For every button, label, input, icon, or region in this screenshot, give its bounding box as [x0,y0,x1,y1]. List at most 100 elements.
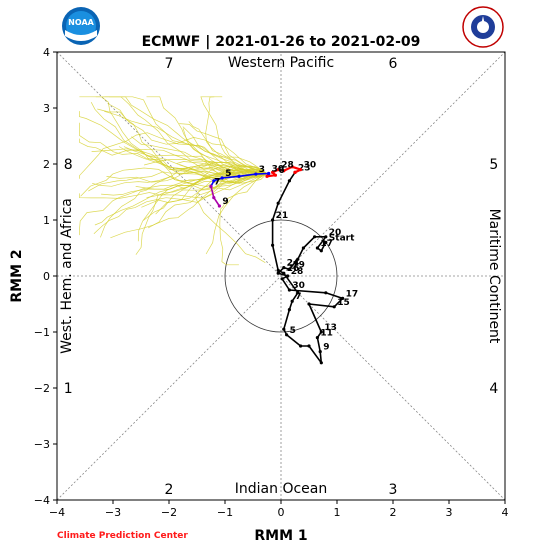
x-tick-label: 1 [334,506,341,519]
point-label: 5 [290,326,296,336]
point-label: 17 [320,239,333,249]
y-tick-label: 4 [43,46,50,59]
ensemble-member-line [79,170,268,236]
series-point [271,170,275,174]
x-tick-label: −4 [49,506,65,519]
series-point [254,172,258,176]
ensemble-member-line [104,96,268,176]
phase-label: 1 [64,381,73,397]
point-label: 5 [225,169,231,179]
series-point [296,257,300,261]
ensemble-member-line [79,169,268,199]
point-label: 23 [298,163,311,173]
region-label-bottom: Indian Ocean [235,481,327,497]
series-point [286,274,290,278]
y-tick-label: −1 [34,326,50,339]
series-point [307,302,311,306]
y-tick-label: 0 [43,270,50,283]
y-tick-label: −3 [34,438,50,451]
region-label-top: Western Pacific [228,55,334,71]
phase-label: 7 [165,56,174,72]
x-tick-label: −3 [105,506,121,519]
ensemble-member-line [100,172,268,238]
point-label: 30 [304,161,317,171]
point-label: 28 [291,267,304,277]
ensemble-member-line [195,169,268,264]
ensemble-member-line [205,173,268,255]
series-point [276,268,280,272]
ensemble-member-line [93,173,268,235]
series-point [307,344,311,348]
series-point [315,246,319,250]
series-point [319,361,323,365]
ensemble-member-line [131,136,268,174]
ensemble-member-line [109,96,268,174]
series-point [324,291,328,295]
series-point [287,288,291,292]
series-point [273,173,277,177]
series-point [301,246,305,250]
point-label: 6 [278,166,284,176]
series-point [282,266,286,270]
series-point [282,169,286,173]
y-tick-label: 2 [43,158,50,171]
point-label: 17 [346,289,359,299]
point-label: 7 [214,177,220,187]
series-point [209,184,213,188]
series-point [324,240,328,244]
svg-text:NOAA: NOAA [68,18,94,27]
series-point [282,271,286,275]
region-label-right: Maritime Continent [486,209,502,344]
series-point [276,201,280,205]
phase-label: 5 [489,157,498,173]
ensemble-member-line [179,163,268,180]
series-point [287,179,291,183]
unit-circle [224,219,338,333]
point-label: 30 [292,281,305,291]
series-point [287,308,291,312]
ensemble-member-line [141,170,268,208]
point-label: 7 [295,292,301,302]
series-point [318,350,322,354]
series-point [332,305,336,309]
ensemble-member-line [143,173,268,221]
y-tick-label: 3 [43,102,50,115]
series-point [285,333,289,337]
series-point [280,277,284,281]
series-point [276,168,280,172]
ensemble-member-line [179,123,268,174]
ensemble-member-line [118,146,268,176]
series-point [313,235,317,239]
point-label: 3 [259,165,265,175]
series-point [296,291,300,295]
point-label: 28 [281,161,294,171]
credit-text: Climate Prediction Center [57,531,188,541]
nws-logo [462,6,504,48]
series-point [324,235,328,239]
series-point [315,336,319,340]
series-point [290,165,294,169]
point-label: 15 [337,298,350,308]
x-tick-label: −2 [161,506,177,519]
series-point [212,196,216,200]
y-tick-label: 1 [43,214,50,227]
series-point [299,168,303,172]
phase-label: 6 [389,56,398,72]
series-point [220,176,224,180]
point-label: 21 [276,211,289,221]
series-line [210,186,221,207]
ensemble-member-line [219,173,268,266]
series-point [276,271,280,275]
point-label: 19 [292,260,305,270]
ensemble-member-line [107,103,268,186]
series-point [237,174,241,178]
series-point [319,249,323,253]
series-point [282,327,286,331]
ensemble-member-line [123,146,268,178]
x-tick-label: 4 [502,506,509,519]
point-label: 9 [222,197,228,207]
x-axis-label: RMM 1 [254,528,307,544]
series-point [290,299,294,303]
series-point [271,243,275,247]
